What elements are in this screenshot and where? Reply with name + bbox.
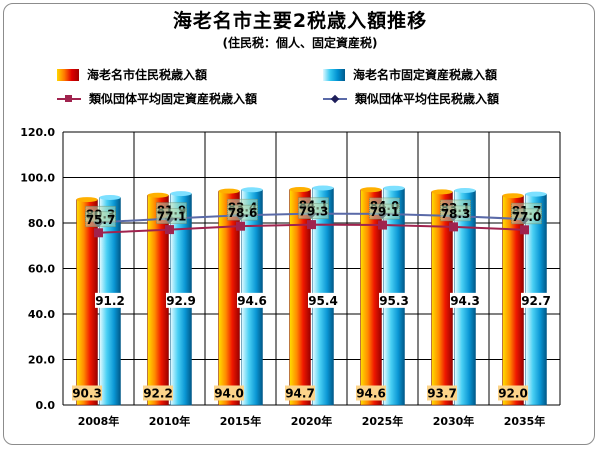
bar-property-tax-cap — [525, 191, 547, 197]
x-tick-label: 2008年 — [78, 414, 120, 428]
data-label-resident-tax: 90.3 — [72, 387, 102, 401]
bar-resident-tax-cap — [76, 197, 98, 203]
data-label-resident-tax: 94.7 — [285, 387, 315, 401]
bar-resident-tax-cap — [289, 187, 311, 193]
legend-item-bar2: 海老名市固定資産税歳入額 — [323, 66, 497, 83]
legend-swatch-line2 — [323, 93, 347, 105]
x-tick-label: 2035年 — [504, 414, 546, 428]
data-label-avg-property-tax: 77.0 — [512, 210, 542, 224]
data-label-avg-property-tax-box — [440, 205, 471, 222]
data-label-resident-tax: 93.7 — [427, 387, 457, 401]
data-label-resident-tax: 94.0 — [214, 387, 244, 401]
bar-property-tax-cap — [312, 185, 334, 191]
data-label-avg-property-tax-box — [227, 204, 258, 221]
x-tick-label: 2010年 — [149, 414, 191, 428]
data-label-avg-property-tax-box — [156, 208, 187, 224]
data-label-resident-tax-box — [498, 385, 528, 401]
x-tick-label: 2020年 — [291, 414, 333, 428]
chart-title: 海老名市主要2税歳入額推移 — [172, 10, 428, 32]
avg-property-tax-marker — [165, 225, 174, 235]
avg-property-tax-marker — [94, 228, 103, 238]
bar-resident-tax-cap — [218, 188, 240, 194]
legend-swatch-line1 — [57, 93, 81, 105]
avg-property-tax-marker — [378, 220, 387, 230]
data-label-property-tax: 92.9 — [166, 294, 196, 308]
data-label-resident-tax: 94.6 — [356, 387, 386, 401]
avg-property-tax-marker — [236, 221, 245, 231]
bar-resident-tax-cap — [360, 187, 382, 193]
data-label-property-tax-box — [237, 292, 267, 308]
bar-resident-tax-cap — [502, 193, 524, 199]
data-label-property-tax: 95.3 — [379, 294, 409, 308]
legend-label-bar1: 海老名市住民税歳入額 — [87, 68, 208, 82]
data-label-property-tax: 94.3 — [450, 294, 480, 308]
y-tick-label: 80.0 — [28, 217, 55, 230]
data-label-property-tax: 95.4 — [308, 294, 338, 308]
data-label-resident-tax-box — [285, 385, 315, 401]
avg-property-tax-marker — [449, 222, 458, 232]
data-label-avg-property-tax: 75.7 — [86, 213, 116, 227]
bar-property-tax-cap — [383, 185, 405, 191]
data-label-resident-tax: 92.0 — [498, 387, 528, 401]
y-tick-label: 0.0 — [36, 399, 56, 412]
y-tick-label: 120.0 — [20, 126, 55, 139]
data-label-resident-tax-box — [214, 385, 244, 401]
x-tick-label: 2015年 — [220, 414, 262, 428]
data-label-property-tax-box — [521, 292, 551, 308]
x-tick-label: 2025年 — [362, 414, 404, 428]
data-label-property-tax: 92.7 — [521, 294, 551, 308]
y-tick-label: 20.0 — [28, 354, 55, 367]
data-label-resident-tax-box — [143, 385, 173, 401]
data-label-resident-tax-box — [427, 385, 457, 401]
data-label-avg-property-tax-box — [298, 203, 329, 219]
y-tick-label: 40.0 — [28, 308, 55, 321]
y-tick-label: 100.0 — [20, 172, 55, 185]
bar-property-tax-cap — [454, 187, 476, 193]
y-tick-label: 60.0 — [28, 263, 55, 276]
data-label-property-tax: 91.2 — [95, 294, 125, 308]
avg-property-tax-marker — [520, 225, 529, 235]
chart-subtitle: (住民税：個人、固定資産税) — [222, 36, 378, 50]
data-label-property-tax-box — [95, 292, 125, 308]
data-label-resident-tax-box — [356, 385, 386, 401]
data-label-avg-property-tax: 77.1 — [157, 210, 187, 224]
legend-label-line2: 類似団体平均住民税歳入額 — [355, 92, 500, 106]
data-label-property-tax: 94.6 — [237, 294, 267, 308]
bar-resident-tax-cap — [147, 192, 169, 198]
avg-property-tax-marker — [307, 220, 316, 230]
legend-label-line1: 類似団体平均固定資産税歳入額 — [89, 92, 258, 106]
data-label-resident-tax-box — [72, 385, 102, 401]
data-label-avg-property-tax-box — [511, 208, 542, 225]
data-label-resident-tax: 92.2 — [143, 387, 173, 401]
bar-property-tax-cap — [241, 187, 263, 193]
bar-resident-tax-cap — [431, 189, 453, 195]
legend-item-bar1: 海老名市住民税歳入額 — [57, 66, 207, 83]
legend-swatch-bar2 — [323, 68, 345, 81]
legend-label-bar2: 海老名市固定資産税歳入額 — [353, 68, 498, 82]
data-label-avg-property-tax-box — [369, 203, 400, 220]
bar-property-tax-cap — [170, 191, 192, 197]
data-label-property-tax-box — [379, 292, 409, 308]
x-tick-label: 2030年 — [433, 414, 475, 428]
data-label-avg-property-tax: 78.3 — [441, 207, 471, 221]
data-label-property-tax-box — [166, 292, 196, 308]
bar-property-tax-cap — [99, 195, 121, 201]
data-label-avg-property-tax: 78.6 — [228, 206, 258, 220]
legend-item-line2: 類似団体平均住民税歳入額 — [323, 90, 499, 107]
data-label-avg-property-tax: 79.1 — [370, 205, 400, 219]
data-label-avg-property-tax-box — [85, 211, 116, 228]
legend-swatch-bar1 — [57, 68, 79, 81]
legend-item-line1: 類似団体平均固定資産税歳入額 — [57, 90, 257, 107]
data-label-property-tax-box — [308, 292, 338, 308]
data-label-property-tax-box — [450, 292, 480, 308]
data-label-avg-property-tax: 79.3 — [299, 205, 329, 219]
